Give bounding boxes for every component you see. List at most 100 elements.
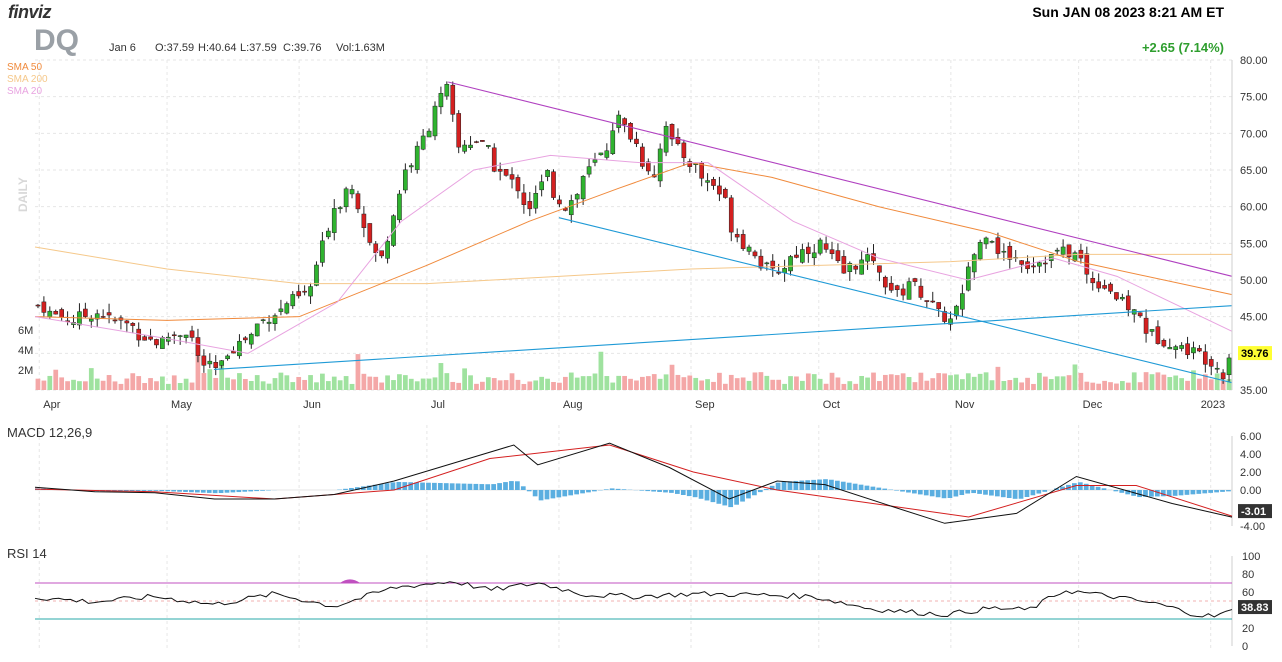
volume-bar <box>930 378 936 390</box>
macd-tick-label: -4.00 <box>1240 521 1265 533</box>
volume-bar <box>847 381 853 390</box>
macd-histogram-bar <box>408 482 414 490</box>
macd-histogram-bar <box>1178 490 1184 496</box>
macd-histogram-bar <box>923 490 929 496</box>
candle-up <box>977 242 983 260</box>
rsi-line <box>34 581 1233 618</box>
candle-up <box>764 262 770 265</box>
volume-bar <box>474 383 479 390</box>
price-badge: 39.76 <box>1241 348 1269 360</box>
macd-histogram-bar <box>669 490 674 493</box>
macd-histogram-bar <box>485 484 491 490</box>
volume-bar <box>1185 380 1190 390</box>
macd-histogram-bar <box>757 490 763 493</box>
candle-down <box>148 336 153 340</box>
candle-down <box>1125 295 1131 311</box>
macd-histogram-bar <box>1030 490 1036 496</box>
candle-up <box>237 340 242 357</box>
macd-histogram-bar <box>829 479 834 490</box>
macd-histogram-bar <box>692 490 698 498</box>
candle-down <box>1096 281 1101 289</box>
candle-up <box>657 148 663 182</box>
candle-down <box>231 350 236 354</box>
volume-label-2m: 2M <box>18 365 34 377</box>
macd-histogram-bar <box>532 490 538 497</box>
ohlc-date: Jan 6 <box>109 42 136 54</box>
macd-histogram-bar <box>1077 482 1083 490</box>
volume-bar <box>77 381 82 390</box>
macd-histogram-bar <box>449 483 455 490</box>
macd-histogram-bar <box>212 490 218 494</box>
volume-bar <box>752 372 758 390</box>
candle-up <box>960 293 965 310</box>
candle-up <box>88 318 94 322</box>
volume-bar <box>693 377 699 390</box>
macd-histogram-bar <box>562 490 568 497</box>
volume-bar <box>1131 372 1137 390</box>
candle-down <box>1019 260 1024 265</box>
trendline-lower_a <box>213 305 1233 371</box>
candle-up <box>462 144 467 152</box>
macd-histogram-bar <box>248 490 254 492</box>
candle-down <box>361 213 367 228</box>
volume-bar <box>557 382 562 390</box>
macd-histogram-bar <box>912 490 917 494</box>
volume-bar <box>1054 376 1060 390</box>
volume-bar <box>1060 376 1066 390</box>
volume-bar <box>503 380 509 390</box>
finviz-logo[interactable]: finviz <box>8 2 52 22</box>
volume-bar <box>533 380 539 390</box>
volume-bar <box>100 380 106 390</box>
volume-bar <box>900 373 906 390</box>
volume-bar <box>734 378 740 390</box>
volume-bar <box>1161 374 1167 390</box>
volume-bar <box>610 382 616 390</box>
candle-down <box>1208 359 1214 367</box>
candle-down <box>995 237 1001 254</box>
candle-up <box>989 241 995 243</box>
macd-histogram-bar <box>1154 490 1160 497</box>
macd-histogram-bar <box>491 484 497 490</box>
volume-bar <box>94 378 100 390</box>
volume-bar <box>562 376 568 390</box>
macd-histogram-bar <box>953 490 959 497</box>
candle-up <box>397 193 402 221</box>
volume-bar <box>248 380 254 390</box>
volume-bar <box>195 356 201 390</box>
volume-bar <box>71 379 76 390</box>
volume-bar <box>355 354 361 390</box>
volume-bar <box>811 374 817 390</box>
macd-histogram-bar <box>1125 490 1131 495</box>
macd-histogram-bar <box>236 490 242 493</box>
price-tick-label: 75.00 <box>1240 92 1268 104</box>
macd-histogram-bar <box>894 490 899 491</box>
macd-histogram-bar <box>437 483 443 490</box>
macd-histogram-bar <box>586 490 591 493</box>
volume-bar <box>165 383 171 390</box>
macd-histogram-bar <box>1172 490 1178 496</box>
volume-bar <box>272 378 278 390</box>
price-badge-bg <box>1238 346 1272 361</box>
volume-bar <box>1102 380 1107 390</box>
volume-bar <box>651 374 657 390</box>
macd-histogram-bar <box>230 490 236 493</box>
volume-bar <box>88 368 94 390</box>
candle-down <box>1031 265 1036 268</box>
gridlines <box>35 59 1232 650</box>
volume-bar <box>770 379 776 390</box>
macd-histogram-bar <box>1137 490 1142 498</box>
macd-histogram-bar <box>1196 490 1202 494</box>
candle-down <box>100 316 106 318</box>
volume-bar <box>231 379 236 390</box>
volume-bar <box>1090 382 1096 390</box>
volume-bar <box>1191 370 1196 390</box>
candle-down <box>634 138 639 144</box>
macd-histogram-bar <box>781 481 787 490</box>
volume-bar <box>942 373 947 390</box>
candle-up <box>788 256 793 272</box>
volume-bar <box>1179 378 1185 390</box>
macd-title: MACD 12,26,9 <box>7 425 93 440</box>
candle-up <box>207 360 213 365</box>
candle-down <box>213 362 219 368</box>
macd-histogram-bar <box>260 490 265 491</box>
